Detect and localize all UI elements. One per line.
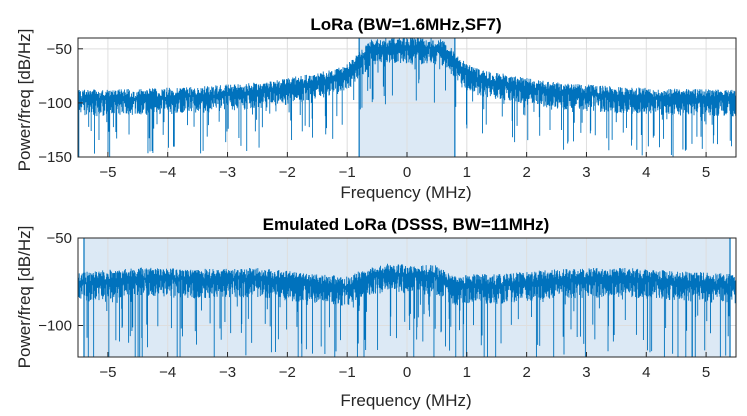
lora-x-tick-label: 1 <box>463 164 471 181</box>
emulated-y-tick-label: −100 <box>38 318 72 335</box>
emulated-x-tick-label: −1 <box>339 364 356 381</box>
emulated-y-tick-label: −50 <box>47 230 72 247</box>
lora-x-tick-label: 4 <box>642 164 650 181</box>
lora-y-tick-label: −100 <box>38 95 72 112</box>
emulated-x-axis-label: Frequency (MHz) <box>340 391 471 410</box>
emulated-x-tick-label: 0 <box>403 364 411 381</box>
emulated-x-tick-label: −3 <box>219 364 236 381</box>
emulated-x-tick-label: −5 <box>99 364 116 381</box>
lora-x-tick-label: −1 <box>339 164 356 181</box>
emulated-x-tick-label: −2 <box>279 364 296 381</box>
lora-y-tick-label: −50 <box>47 41 72 58</box>
emulated-psd-trace <box>78 263 736 357</box>
lora-y-axis-label: Power/freq [dB/Hz] <box>15 29 34 172</box>
lora-x-tick-label: 5 <box>702 164 710 181</box>
lora-x-axis-label: Frequency (MHz) <box>340 183 471 202</box>
lora-x-tick-label: −4 <box>159 164 176 181</box>
emulated-x-tick-label: 2 <box>522 364 530 381</box>
lora-psd-trace <box>78 38 736 157</box>
lora-plot-title: LoRa (BW=1.6MHz,SF7) <box>310 15 501 34</box>
lora-x-tick-label: −2 <box>279 164 296 181</box>
emulated-lora-psd-plot: Emulated LoRa (DSSS, BW=11MHz) Frequency… <box>15 215 737 410</box>
lora-psd-plot: LoRa (BW=1.6MHz,SF7) Frequency (MHz) Pow… <box>15 15 737 202</box>
lora-x-tick-label: 0 <box>403 164 411 181</box>
lora-y-tick-label: −150 <box>38 149 72 166</box>
emulated-x-tick-label: 5 <box>702 364 710 381</box>
lora-x-tick-label: 2 <box>522 164 530 181</box>
lora-x-tick-label: 3 <box>582 164 590 181</box>
emulated-x-tick-label: 1 <box>463 364 471 381</box>
emulated-x-tick-label: −4 <box>159 364 176 381</box>
emulated-x-tick-label: 3 <box>582 364 590 381</box>
emulated-plot-title: Emulated LoRa (DSSS, BW=11MHz) <box>263 215 550 234</box>
emulated-y-axis-label: Power/freq [dB/Hz] <box>15 226 34 369</box>
lora-x-tick-label: −5 <box>99 164 116 181</box>
lora-x-tick-label: −3 <box>219 164 236 181</box>
emulated-x-tick-label: 4 <box>642 364 650 381</box>
